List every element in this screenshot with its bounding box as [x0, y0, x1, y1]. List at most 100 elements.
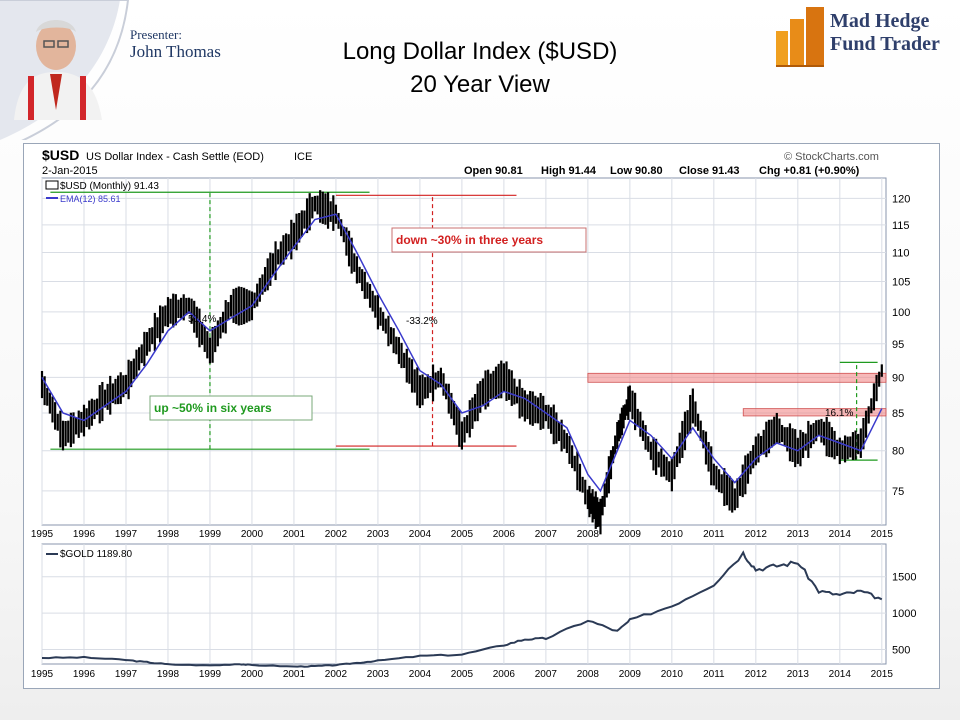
header-name: US Dollar Index - Cash Settle (EOD)	[86, 151, 264, 163]
header-exchange: ICE	[294, 151, 312, 163]
gold-x-tick: 2001	[283, 669, 306, 680]
price-y-tick: 105	[892, 277, 910, 289]
presenter-photo	[14, 20, 102, 120]
price-x-tick: 2003	[367, 529, 390, 540]
price-x-tick: 2009	[619, 529, 642, 540]
price-y-tick: 120	[892, 193, 910, 205]
price-y-tick: 80	[892, 446, 904, 458]
presenter-label: Presenter:	[130, 27, 182, 42]
gold-line	[41, 550, 883, 668]
header-date: 2-Jan-2015	[42, 165, 98, 177]
price-y-tick: 85	[892, 408, 904, 420]
gold-x-axis: 1995 1996 1997 1998 1999 2000 2001 2002 2003 2004…	[31, 669, 893, 680]
gold-x-tick: 2007	[535, 669, 558, 680]
gold-y-tick: 500	[892, 644, 910, 656]
annotation-up-text: up ~50% in six years	[154, 401, 272, 415]
gold-x-tick: 2011	[703, 669, 725, 680]
gold-series	[41, 550, 883, 668]
gold-plot-area	[41, 543, 887, 665]
price-x-tick: 2015	[871, 529, 894, 540]
price-y-tick: 115	[892, 220, 910, 232]
slide-title-line1: Long Dollar Index ($USD)	[342, 38, 618, 65]
gold-x-tick: 1998	[157, 669, 180, 680]
ema-legend-label: EMA(12) 85.61	[60, 194, 121, 204]
price-x-axis: 1995 1996 1997 1998 1999 2000 2001 2002 2003 2004…	[31, 529, 893, 540]
logo-line1: Mad Hedge	[830, 10, 930, 32]
price-x-tick: 2010	[661, 529, 684, 540]
logo-line2: Fund Trader	[830, 33, 940, 55]
annotation-down-pct: -33.2%	[406, 316, 438, 327]
header-open: Open 90.81	[464, 165, 523, 177]
gold-x-tick: 1996	[73, 669, 96, 680]
price-x-tick: 2014	[829, 529, 852, 540]
stockcharts-panel: $USD US Dollar Index - Cash Settle (EOD)…	[23, 143, 940, 689]
ema-line	[41, 213, 883, 493]
price-x-tick: 2006	[493, 529, 516, 540]
gold-x-tick: 2004	[409, 669, 432, 680]
price-y-axis: 75 80 85 90 95 100 105 110 115 120	[892, 193, 910, 497]
gold-y-axis: 500 1000 1500	[892, 572, 916, 657]
resistance-zone	[742, 408, 887, 417]
resistance-zones	[587, 372, 887, 417]
price-x-tick: 2012	[745, 529, 768, 540]
resistance-zone	[587, 372, 887, 383]
price-x-tick: 1998	[157, 529, 180, 540]
gold-x-tick: 2006	[493, 669, 516, 680]
presenter-name: John Thomas	[130, 42, 221, 61]
annotation-recent-pct: 16.1%	[825, 408, 853, 419]
price-x-tick: 2004	[409, 529, 432, 540]
gold-x-tick: 2003	[367, 669, 390, 680]
ema-series	[41, 213, 883, 493]
price-y-tick: 75	[892, 486, 904, 498]
price-y-tick: 90	[892, 372, 904, 384]
price-y-tick: 95	[892, 339, 904, 351]
price-x-tick: 1997	[115, 529, 138, 540]
price-legend-label: $USD (Monthly) 91.43	[60, 181, 159, 192]
gold-x-tick: 2012	[745, 669, 768, 680]
gold-x-tick: 2013	[787, 669, 810, 680]
gold-x-tick: 2002	[325, 669, 348, 680]
gold-x-tick: 2009	[619, 669, 642, 680]
gold-x-tick: 2014	[829, 669, 852, 680]
annotation-down-text: down ~30% in three years	[396, 233, 543, 247]
gold-x-tick: 1997	[115, 669, 138, 680]
price-legend-swatch	[45, 180, 59, 190]
gold-legend: $GOLD 1189.80	[46, 549, 133, 560]
price-x-tick: 2011	[703, 529, 725, 540]
header-chg: Chg +0.81 (+0.90%)	[759, 165, 860, 177]
header-high: High 91.44	[541, 165, 597, 177]
price-x-tick: 2013	[787, 529, 810, 540]
annotation-down: down ~30% in three years	[391, 227, 587, 253]
header-low: Low 90.80	[610, 165, 663, 177]
price-x-tick: 2002	[325, 529, 348, 540]
header-close: Close 91.43	[679, 165, 740, 177]
annotation-up-pct: 51.4%	[188, 314, 216, 325]
gold-x-tick: 2008	[577, 669, 600, 680]
price-x-tick: 2000	[241, 529, 264, 540]
mad-hedge-logo	[776, 7, 824, 67]
gold-y-tick: 1000	[892, 608, 916, 620]
price-x-tick: 2001	[283, 529, 306, 540]
gold-legend-label: $GOLD 1189.80	[60, 549, 133, 560]
price-x-tick: 2005	[451, 529, 474, 540]
slide-title: Long Dollar Index ($USD) 20 Year View	[180, 35, 780, 101]
price-y-tick: 110	[892, 248, 910, 260]
gold-x-tick: 2000	[241, 669, 264, 680]
gold-x-tick: 2010	[661, 669, 684, 680]
price-x-tick: 2007	[535, 529, 558, 540]
header-source: © StockCharts.com	[784, 151, 879, 163]
header-symbol: $USD	[42, 147, 79, 163]
price-x-tick: 1996	[73, 529, 96, 540]
price-y-tick: 100	[892, 307, 910, 319]
gold-x-tick: 1995	[31, 669, 54, 680]
price-legend: $USD (Monthly) 91.43 EMA(12) 85.61	[45, 180, 159, 204]
gold-x-tick: 2005	[451, 669, 474, 680]
gold-x-tick: 2015	[871, 669, 894, 680]
gold-grid	[41, 544, 886, 664]
annotation-up: up ~50% in six years	[149, 395, 313, 421]
logo-text: Mad Hedge Fund Trader	[830, 10, 940, 56]
chart-svg: $USD US Dollar Index - Cash Settle (EOD)…	[31, 147, 917, 680]
price-x-tick: 2008	[577, 529, 600, 540]
gold-y-tick: 1500	[892, 572, 916, 584]
slide-title-line2: 20 Year View	[410, 71, 550, 98]
